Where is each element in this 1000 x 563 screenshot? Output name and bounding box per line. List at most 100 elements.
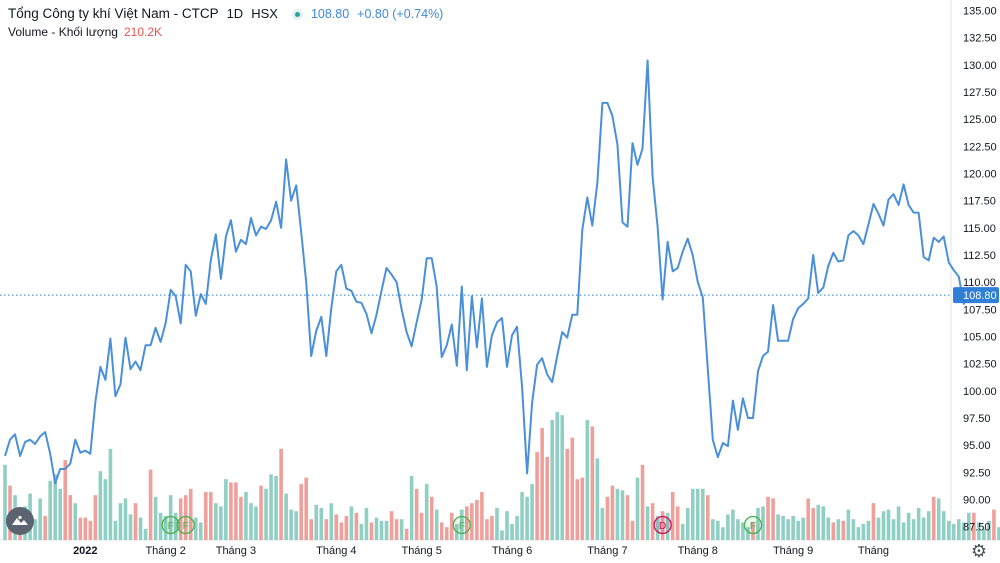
tradingview-logo-icon[interactable] <box>6 507 34 535</box>
volume-bar <box>936 498 941 540</box>
volume-bar <box>876 517 881 540</box>
x-tick-label: Tháng 4 <box>316 545 356 557</box>
volume-bar <box>495 508 499 540</box>
volume-bar <box>911 519 916 540</box>
volume-bar <box>244 492 248 540</box>
volume-bar <box>510 524 514 540</box>
volume-bar <box>861 524 866 540</box>
volume-bar <box>972 512 976 540</box>
volume-bar <box>485 519 489 540</box>
volume-bar <box>178 498 183 540</box>
volume-bar <box>500 530 504 540</box>
y-tick-label: 130.00 <box>963 60 997 72</box>
event-marker-f[interactable]: F <box>161 515 180 535</box>
volume-bar <box>198 522 203 540</box>
volume-bar <box>173 512 178 540</box>
volume-bar <box>138 517 143 540</box>
volume-bar <box>801 517 805 540</box>
volume-bar <box>279 448 283 540</box>
volume-bar <box>78 517 83 540</box>
exchange-label: HSX <box>251 6 278 21</box>
volume-bar <box>324 519 329 540</box>
interval-label[interactable]: 1D <box>226 6 244 21</box>
volume-bar <box>771 498 775 540</box>
volume-bar <box>575 479 580 540</box>
volume-bar <box>465 506 469 540</box>
volume-bar <box>384 520 389 540</box>
volume-bar <box>685 508 690 540</box>
volume-bar <box>3 464 7 540</box>
volume-bar <box>615 488 620 540</box>
volume-bar <box>475 500 479 540</box>
volume-bar <box>143 528 148 540</box>
y-tick-label: 125.00 <box>963 114 997 126</box>
volume-bar <box>239 496 243 540</box>
volume-bar <box>113 520 118 540</box>
volume-bar <box>826 517 831 540</box>
volume-bar <box>580 477 585 540</box>
volume-bar <box>414 488 419 540</box>
y-tick-label: 127.50 <box>963 87 997 99</box>
volume-bar <box>148 469 153 540</box>
x-tick-label: Tháng 7 <box>587 545 627 557</box>
volume-bar <box>962 522 966 540</box>
volume-bar <box>881 511 886 540</box>
svg-text:F: F <box>183 521 189 532</box>
volume-bar <box>756 508 760 540</box>
volume-bar <box>314 504 319 540</box>
volume-bar <box>695 488 700 540</box>
volume-bar <box>354 512 359 540</box>
time-axis: 2022 Tháng 2 Tháng 3 Tháng 4 Tháng 5 Tháng 6 T… <box>73 545 889 557</box>
event-marker-f[interactable]: F <box>176 515 195 535</box>
volume-bar <box>520 492 524 540</box>
volume-bar <box>590 426 595 540</box>
volume-bar <box>434 509 439 540</box>
volume-bar <box>866 520 871 540</box>
volume-bar <box>118 503 123 540</box>
event-marker-f[interactable]: F <box>452 515 471 535</box>
volume-bar <box>128 514 133 540</box>
volume-bar <box>610 485 615 540</box>
volume-bar <box>670 492 675 540</box>
y-tick-label: 120.00 <box>963 168 997 180</box>
volume-bar <box>319 508 324 540</box>
event-marker-d[interactable]: D <box>653 515 672 535</box>
volume-bar <box>851 519 856 540</box>
x-tick-label: Tháng <box>858 545 889 557</box>
y-tick-label: 117.50 <box>963 196 996 208</box>
gear-icon[interactable]: ⚙ <box>970 541 988 561</box>
price-change: +0.80 (+0.74%) <box>357 7 444 21</box>
volume-series <box>3 412 1000 540</box>
volume-bar <box>349 506 354 540</box>
volume-bar <box>404 528 409 540</box>
volume-bar <box>751 522 755 540</box>
volume-bar <box>565 448 570 540</box>
volume-bar <box>444 527 449 540</box>
volume-bar <box>83 517 88 540</box>
x-tick-label: 2022 <box>73 545 97 557</box>
volume-bar <box>183 495 188 540</box>
x-tick-label: Tháng 2 <box>145 545 185 557</box>
y-tick-label: 110.00 <box>963 277 996 289</box>
volume-bar <box>821 506 826 540</box>
volume-bar <box>901 522 906 540</box>
volume-bar <box>716 520 720 540</box>
volume-bar <box>721 527 725 540</box>
volume-bar <box>726 514 730 540</box>
volume-bar <box>680 524 685 540</box>
volume-bar <box>515 516 519 540</box>
volume-bar <box>630 520 635 540</box>
volume-bar <box>997 527 1000 540</box>
event-marker-f[interactable]: F <box>743 515 763 535</box>
volume-bar <box>264 488 268 540</box>
volume-bar <box>334 514 339 540</box>
volume-bar <box>389 511 394 540</box>
y-tick-label: 135.00 <box>963 6 997 18</box>
volume-bar <box>746 527 750 540</box>
y-tick-label: 107.50 <box>963 304 997 316</box>
volume-bar <box>776 514 780 540</box>
volume-bar <box>871 503 876 540</box>
volume-bar <box>153 496 158 540</box>
volume-bar <box>761 506 765 540</box>
